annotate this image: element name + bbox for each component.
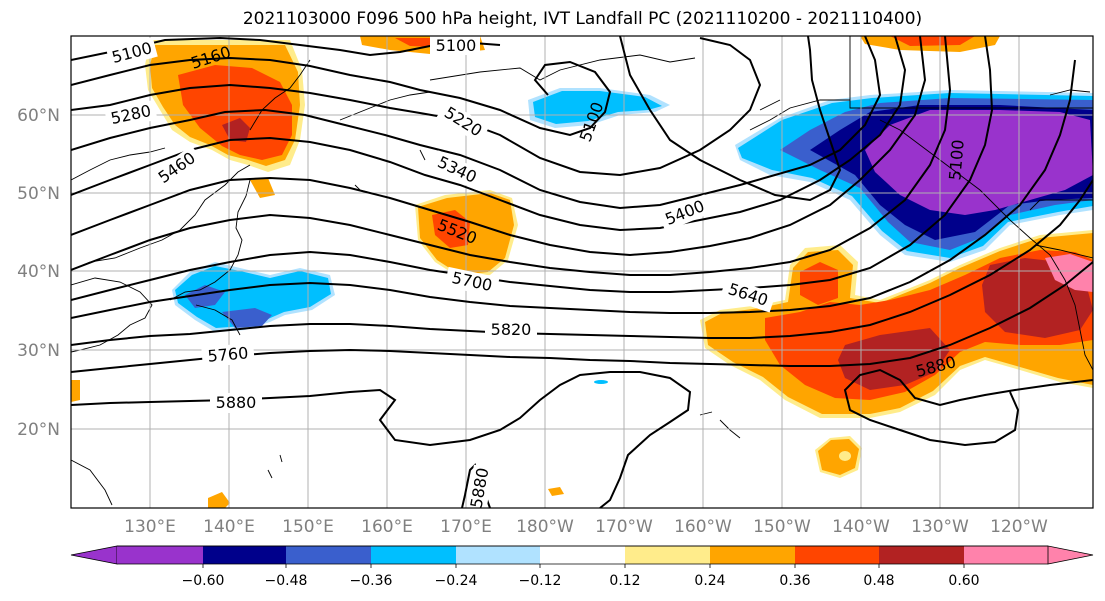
colorbar-bin-8 [710, 546, 795, 564]
colorbar-tick-label-9: 0.60 [948, 573, 979, 589]
contour-labels: 5100 5160 5100 5280 5220 5100 5460 5340 … [104, 36, 968, 508]
colorbar-bin-7 [625, 546, 710, 564]
latitude-labels: 60°N 50°N 40°N 30°N 20°N [17, 106, 60, 440]
colorbar-bin-5 [456, 546, 540, 564]
lon-label-130e: 130°E [124, 517, 176, 537]
contour-label-5880-a: 5880 [216, 393, 257, 412]
lon-label-120w: 120°W [990, 517, 1048, 537]
colorbar-bin-1 [117, 546, 203, 564]
shade-positive-eastpac-pink [1045, 254, 1093, 292]
colorbar-bin-3 [286, 546, 371, 564]
colorbar-tick-label-2: −0.36 [350, 573, 393, 589]
shade-negative-japan-c [175, 266, 331, 328]
lat-label-30n: 30°N [17, 341, 60, 361]
colorbar-extend-low [70, 545, 118, 565]
colorbar-tick-label-1: −0.48 [265, 573, 308, 589]
lat-label-60n: 60°N [17, 106, 60, 126]
lon-label-160w: 160°W [674, 517, 732, 537]
colorbar-bin-4 [371, 546, 456, 564]
shade-positive-small5 [71, 380, 80, 402]
contour-label-5820: 5820 [491, 320, 532, 339]
colorbar-tick-label-8: 0.48 [863, 573, 894, 589]
shade-negative-north-c [533, 91, 662, 124]
colorbar: −0.60 −0.48 −0.36 −0.24 −0.12 0.12 0.24 … [70, 545, 1094, 589]
lon-label-160e: 160°E [361, 517, 413, 537]
colorbar-extend-high [1047, 545, 1094, 565]
colorbar-bin-6 [540, 546, 625, 564]
lat-label-40n: 40°N [17, 262, 60, 282]
shade-positive-blob140 [800, 262, 838, 305]
lon-label-130w: 130°W [911, 517, 969, 537]
colorbar-bin-9 [795, 546, 879, 564]
colorbar-bin-2 [203, 546, 286, 564]
shade-positive-small6 [1072, 345, 1093, 380]
shade-negative-japan-b [185, 285, 272, 328]
shade-positive-topright-r [890, 36, 975, 46]
contour-label-5100-b: 5100 [436, 36, 477, 55]
colorbar-tick-label-4: −0.12 [519, 573, 562, 589]
shade-positive-small3 [208, 492, 230, 508]
lon-label-170e: 170°E [440, 517, 492, 537]
lat-label-50n: 50°N [17, 184, 60, 204]
colorbar-tick-label-0: −0.60 [182, 573, 225, 589]
longitude-labels: 130°E 140°E 150°E 160°E 170°E 180°W 170°… [124, 517, 1048, 537]
lat-label-20n: 20°N [17, 420, 60, 440]
map-frame [70, 35, 1094, 509]
shade-positive-small4 [548, 487, 564, 496]
shade-negative-alaska-p [865, 110, 1093, 215]
colorbar-bin-10 [879, 546, 964, 564]
colorbar-tick-label-3: −0.24 [435, 573, 478, 589]
lon-label-150e: 150°E [282, 517, 334, 537]
map-title: 2021103000 F096 500 hPa height, IVT Land… [242, 9, 923, 29]
lon-label-170w: 170°W [595, 517, 653, 537]
lon-label-140e: 140°E [203, 517, 255, 537]
contour-label-5100-d: 5100 [945, 139, 967, 181]
colorbar-bin-11 [964, 546, 1048, 564]
colorbar-ticks [202, 564, 965, 568]
lon-label-150w: 150°W [753, 517, 811, 537]
contour-label-5760: 5760 [207, 343, 249, 365]
colorbar-tick-label-5: 0.12 [609, 573, 640, 589]
shade-positive-small2-o [818, 439, 859, 475]
colorbar-tick-label-7: 0.36 [779, 573, 810, 589]
lon-label-180w: 180°W [516, 517, 574, 537]
lon-label-140w: 140°W [832, 517, 890, 537]
colorbar-tick-label-6: 0.24 [694, 573, 725, 589]
